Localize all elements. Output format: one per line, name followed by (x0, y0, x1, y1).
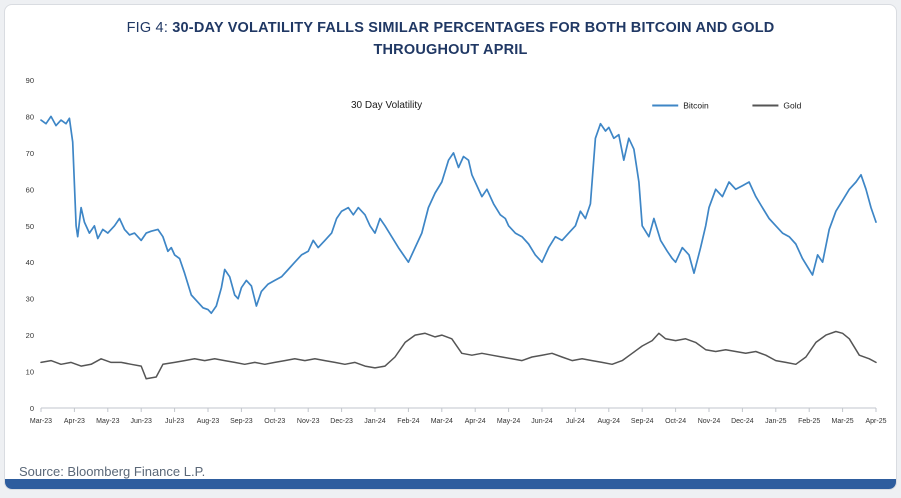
volatility-chart: 30 Day Volatility 0 10 20 30 40 50 60 70 80 90 Mar… (26, 76, 887, 425)
x-tick-label: Apr-25 (865, 418, 886, 425)
y-tick-label: 40 (26, 258, 34, 267)
bottom-accent-bar (5, 478, 896, 489)
y-tick-label: 50 (26, 221, 34, 230)
x-tick-label: Oct-23 (264, 418, 285, 425)
x-tick-label: Apr-23 (64, 418, 85, 425)
x-tick-label: Jan-25 (765, 418, 787, 425)
x-tick-label: Sep-23 (230, 418, 253, 425)
legend-label-gold: Gold (783, 100, 801, 110)
x-tick-label: Aug-23 (197, 418, 220, 425)
y-tick-label: 10 (26, 367, 34, 376)
series-line-gold (40, 330, 877, 380)
y-tick-label: 30 (26, 294, 34, 303)
x-tick-label: Feb-25 (798, 418, 820, 425)
x-tick-label: Nov-23 (297, 418, 320, 425)
figure-title: FIG 4: 30-DAY VOLATILITY FALLS SIMILAR P… (5, 5, 896, 62)
x-tick-label: Nov-24 (698, 418, 721, 425)
x-tick-label: Jul-23 (165, 418, 184, 425)
x-tick-label: Jan-24 (364, 418, 386, 425)
series-line-bitcoin (40, 115, 877, 314)
legend-label-bitcoin: Bitcoin (683, 100, 709, 110)
x-tick-label: Mar-25 (832, 418, 854, 425)
x-tick-label: Jul-24 (566, 418, 585, 425)
x-tick-label: Apr-24 (465, 418, 486, 425)
x-tick-label: Jun-24 (531, 418, 553, 425)
x-tick-label: Mar-24 (431, 418, 453, 425)
x-tick-label: Dec-23 (330, 418, 353, 425)
source-attribution: Source: Bloomberg Finance L.P. (19, 463, 206, 479)
y-tick-label: 20 (26, 331, 34, 340)
chart-area: 30 Day Volatility 0 10 20 30 40 50 60 70 80 90 Mar… (11, 68, 890, 440)
chart-card: FIG 4: 30-DAY VOLATILITY FALLS SIMILAR P… (4, 4, 897, 490)
y-tick-label: 80 (26, 112, 34, 121)
x-tick-label: Mar-23 (30, 418, 52, 425)
y-tick-label: 90 (26, 76, 34, 85)
y-tick-label: 70 (26, 148, 34, 157)
x-tick-label: May-24 (497, 418, 520, 425)
figure-title-prefix: FIG 4: (126, 20, 173, 36)
y-tick-label: 60 (26, 185, 34, 194)
x-tick-label: Oct-24 (665, 418, 686, 425)
x-tick-label: Aug-24 (598, 418, 621, 425)
figure-title-main: 30-DAY VOLATILITY FALLS SIMILAR PERCENTA… (172, 20, 775, 58)
chart-inner-title: 30 Day Volatility (351, 100, 422, 111)
x-tick-label: Sep-24 (631, 418, 654, 425)
x-tick-label: Dec-24 (731, 418, 754, 425)
x-tick-label: May-23 (96, 418, 119, 425)
x-tick-label: Jun-23 (130, 418, 152, 425)
x-tick-label: Feb-24 (397, 418, 419, 425)
y-tick-label: 0 (30, 404, 34, 413)
